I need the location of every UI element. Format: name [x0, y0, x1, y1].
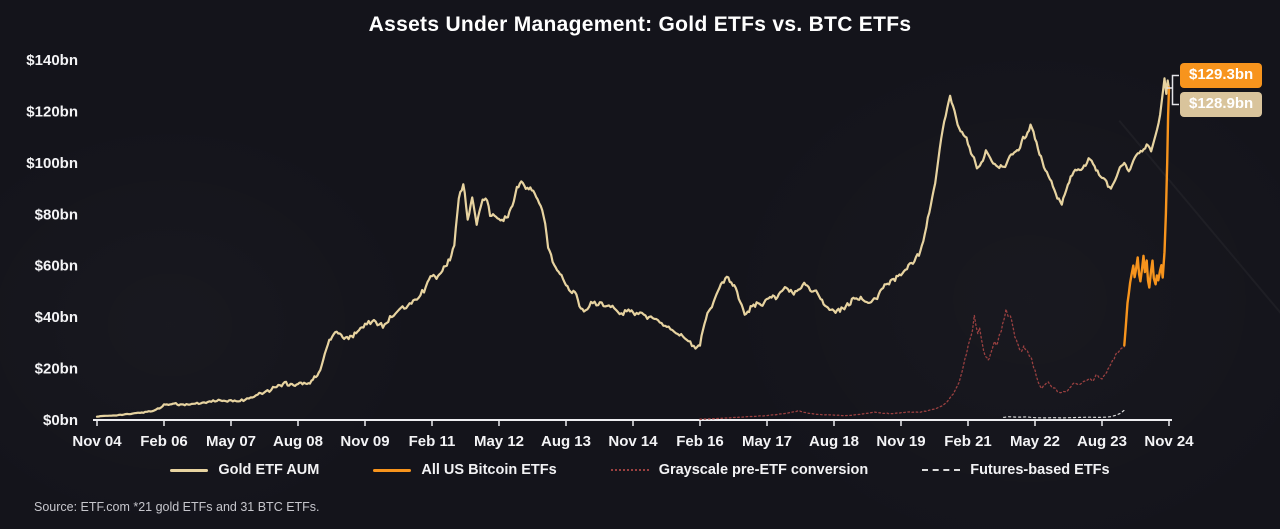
- x-tick-label: May 07: [206, 433, 256, 450]
- x-tick-label: Nov 24: [1144, 433, 1194, 450]
- btc-value-badge: $129.3bn: [1180, 63, 1263, 88]
- legend-swatch-futures-based-etfs: [922, 469, 961, 471]
- legend: Gold ETF AUM All US Bitcoin ETFs Grayscale…: [0, 462, 1280, 478]
- legend-item-futures-based-etfs: Futures-based ETFs: [922, 462, 1110, 478]
- x-tick-label: Feb 16: [676, 433, 724, 450]
- y-tick-label: $140bn: [26, 52, 78, 69]
- y-tick-label: $0bn: [43, 412, 78, 429]
- legend-item-gold-etf-aum: Gold ETF AUM: [170, 462, 319, 478]
- legend-swatch-gold-etf-aum: [170, 468, 209, 472]
- legend-label-futures-based-etfs: Futures-based ETFs: [970, 462, 1110, 478]
- y-tick-label: $120bn: [26, 103, 78, 120]
- x-tick-label: Nov 14: [608, 433, 658, 450]
- x-tick-label: May 12: [474, 433, 524, 450]
- legend-label-gold-etf-aum: Gold ETF AUM: [218, 462, 320, 478]
- chart-title: Assets Under Management: Gold ETFs vs. B…: [368, 13, 912, 36]
- source-note: Source: ETF.com *21 gold ETFs and 31 BTC…: [34, 500, 320, 514]
- legend-label-all-us-bitcoin-etfs: All US Bitcoin ETFs: [421, 462, 557, 478]
- series-all-us-bitcoin-etfs: [1123, 86, 1171, 347]
- series-futures-based-etfs: [1003, 409, 1125, 419]
- x-tick-label: Nov 04: [72, 433, 122, 450]
- legend-swatch-all-us-bitcoin-etfs: [373, 468, 412, 472]
- x-tick-label: Aug 18: [809, 433, 859, 450]
- series-grayscale-pre-etf-conversion: [699, 308, 1125, 420]
- legend-swatch-grayscale-pre-etf-conversion: [610, 469, 649, 471]
- legend-item-grayscale-pre-etf-conversion: Grayscale pre-ETF conversion: [610, 462, 869, 478]
- callout-connector: [1166, 74, 1179, 106]
- y-tick-label: $20bn: [35, 361, 78, 378]
- x-tick-label: Feb 11: [409, 433, 456, 450]
- x-tick-label: Aug 13: [541, 433, 591, 450]
- x-tick-label: Feb 21: [944, 433, 992, 450]
- x-tick-label: Nov 19: [876, 433, 925, 450]
- y-tick-label: $100bn: [26, 155, 78, 172]
- series-gold-etf-aum: [95, 77, 1171, 418]
- x-tick-label: Feb 06: [140, 433, 188, 450]
- x-tick-label: May 17: [742, 433, 792, 450]
- gold-value-badge: $128.9bn: [1180, 92, 1263, 117]
- x-tick-label: Aug 08: [273, 433, 323, 450]
- y-tick-label: $40bn: [35, 309, 78, 326]
- x-tick-label: Nov 09: [340, 433, 389, 450]
- x-tick-label: May 22: [1010, 433, 1060, 450]
- y-tick-label: $60bn: [35, 258, 78, 275]
- legend-label-grayscale-pre-etf-conversion: Grayscale pre-ETF conversion: [658, 462, 869, 478]
- legend-item-all-us-bitcoin-etfs: All US Bitcoin ETFs: [373, 462, 557, 478]
- x-tick-label: Aug 23: [1077, 433, 1127, 450]
- y-tick-label: $80bn: [35, 206, 78, 223]
